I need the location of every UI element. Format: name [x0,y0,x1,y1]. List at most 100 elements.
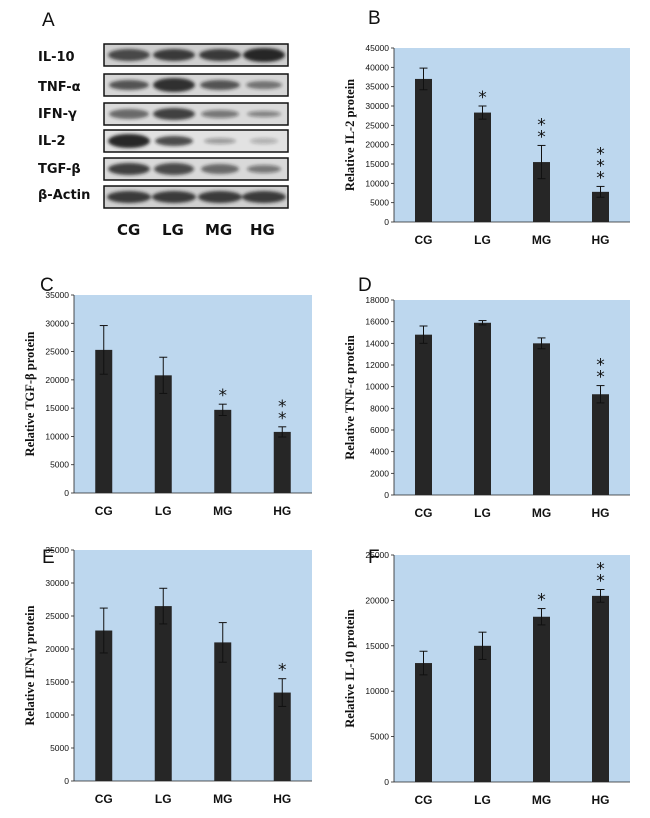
blot-label-il10: IL-10 [38,50,75,65]
y-tick-label: 15000 [365,159,389,169]
y-tick-label: 0 [384,217,389,227]
bar-lg [474,322,491,495]
x-tick-label: HG [592,233,610,247]
bar-cg [415,663,432,782]
y-tick-label: 25000 [45,611,69,621]
x-tick-label: LG [155,504,172,518]
y-tick-label: 0 [64,776,69,786]
y-tick-label: 16000 [365,317,389,327]
significance-star: * [596,368,605,388]
plot-area [394,300,630,495]
chart-ifng: 0 5000 10000 15000 20000 25000 30000 35000 CG LG M… [23,545,312,806]
significance-star: * [278,397,287,417]
blot-group-hg: HG [250,221,275,239]
y-tick-label: 10000 [45,431,69,441]
significance-star: * [537,115,546,135]
bar-lg [154,606,172,781]
significance-star: * [478,88,487,108]
y-tick-label: 0 [384,777,389,787]
significance-star: * [596,168,605,188]
significance-star: * [596,560,605,580]
y-tick-label: 15000 [45,403,69,413]
plot-area [74,295,312,493]
significance-star: * [537,127,546,147]
bar-cg [415,78,432,222]
y-tick-label: 5000 [50,743,69,753]
bar-hg [273,692,291,781]
blot-label-bactin: β-Actin [38,188,91,203]
chart-il2: 0 5000 10000 15000 20000 25000 30000 35000 40000… [343,43,630,247]
blot-label-tnfa: TNF-α [38,80,81,95]
bar-hg [273,431,291,493]
bar-cg [95,630,113,781]
y-axis-label: Relative TGF-β protein [23,332,37,457]
x-tick-label: LG [474,506,491,520]
y-tick-label: 20000 [365,140,389,150]
significance-star: * [219,386,228,406]
x-tick-label: LG [474,793,491,807]
bar-mg [214,642,232,781]
blot-label-tgfb: TGF-β [38,162,81,177]
y-tick-label: 5000 [50,460,69,470]
y-axis-label: Relative IL-10 protein [343,609,357,728]
blot-label-ifng: IFN-γ [38,107,77,122]
blot-group-cg: CG [117,221,141,239]
y-tick-label: 20000 [365,595,389,605]
y-tick-label: 35000 [45,290,69,300]
blot-group-lg: LG [162,221,184,239]
panel-letter-e: E [42,547,55,568]
y-tick-label: 14000 [365,338,389,348]
panel-letter-f: F [368,547,380,568]
blot-label-il2: IL-2 [38,134,66,149]
bar-hg [592,394,609,495]
y-tick-label: 10000 [365,178,389,188]
y-axis-label: Relative IFN-γ protein [23,605,37,725]
y-tick-label: 18000 [365,295,389,305]
y-tick-label: 25000 [45,347,69,357]
x-tick-label: CG [95,504,113,518]
y-tick-label: 20000 [45,375,69,385]
y-tick-label: 15000 [45,677,69,687]
bar-lg [474,645,491,782]
x-tick-label: LG [155,792,172,806]
y-tick-label: 10000 [45,710,69,720]
bar-lg [474,112,491,222]
y-tick-label: 15000 [365,641,389,651]
y-axis-label: Relative IL-2 protein [343,79,357,191]
y-tick-label: 5000 [370,732,389,742]
x-tick-label: HG [592,793,610,807]
x-tick-label: CG [95,792,113,806]
bar-lg [154,375,172,493]
x-tick-label: CG [415,506,433,520]
significance-star: * [537,591,546,611]
x-tick-label: MG [532,506,551,520]
x-tick-label: HG [273,792,291,806]
y-tick-label: 35000 [365,82,389,92]
y-tick-label: 30000 [45,318,69,328]
y-tick-label: 0 [64,488,69,498]
bar-mg [533,616,550,782]
y-tick-label: 5000 [370,198,389,208]
panel-letter-d: D [358,275,372,296]
y-tick-label: 20000 [45,644,69,654]
bar-cg [415,334,432,495]
y-tick-label: 4000 [370,447,389,457]
y-tick-label: 6000 [370,425,389,435]
blot-group-mg: MG [205,221,233,239]
y-tick-label: 10000 [365,382,389,392]
x-tick-label: MG [213,504,232,518]
bar-mg [214,409,232,493]
y-tick-label: 10000 [365,686,389,696]
significance-star: * [596,156,605,176]
significance-star: * [596,144,605,164]
x-tick-label: CG [415,233,433,247]
x-tick-label: MG [532,793,551,807]
x-tick-label: HG [273,504,291,518]
panel-letter-c: C [40,275,54,296]
panel-letter-b: B [368,8,381,29]
y-tick-label: 30000 [365,101,389,111]
plot-area [394,555,630,782]
x-tick-label: LG [474,233,491,247]
y-tick-label: 25000 [365,120,389,130]
